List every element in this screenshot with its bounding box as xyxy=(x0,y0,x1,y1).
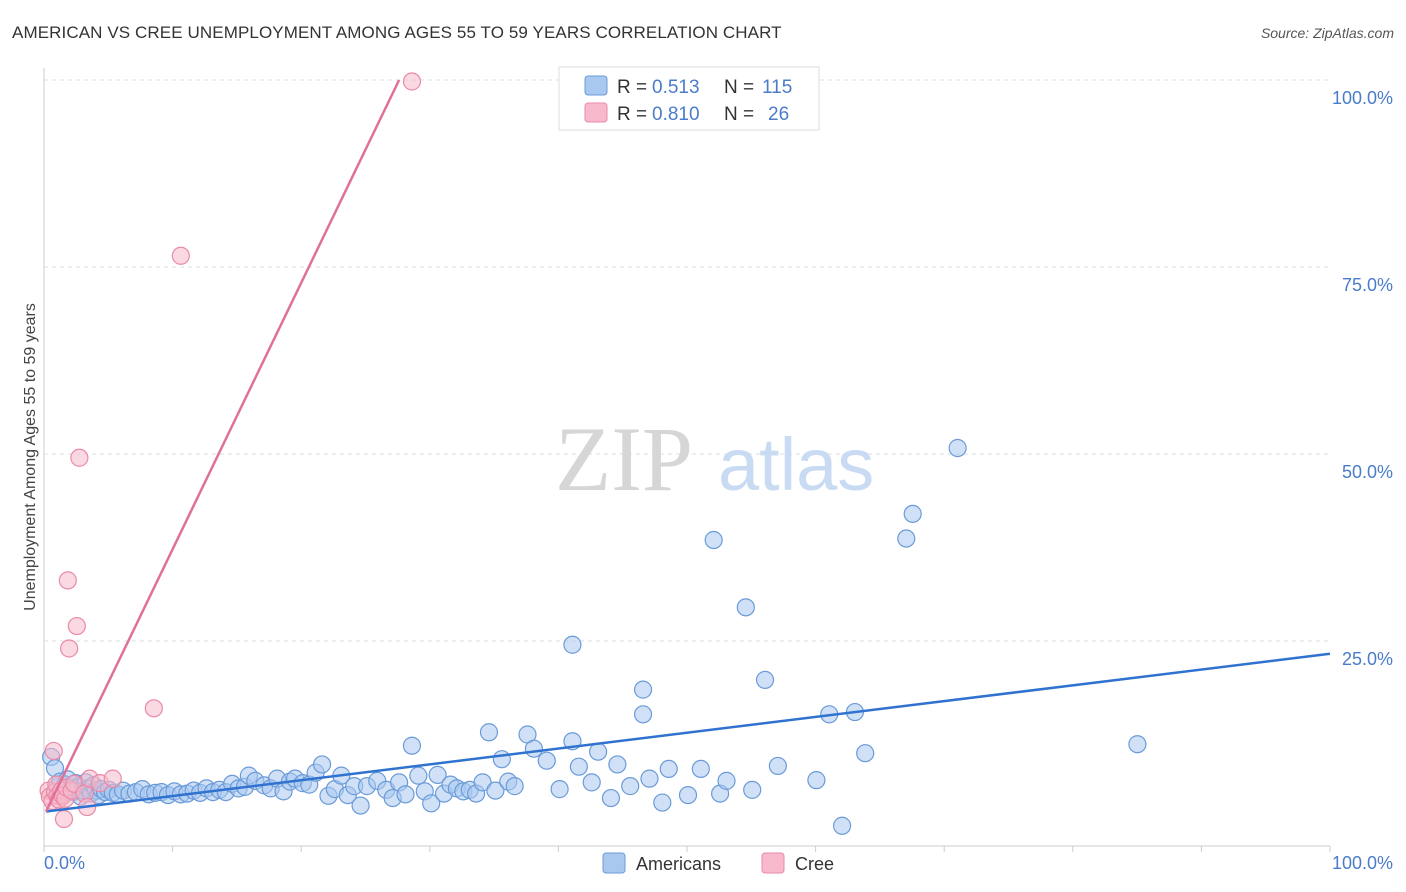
american-point xyxy=(601,788,621,808)
american-point xyxy=(832,816,852,835)
cree-series-label: Cree xyxy=(795,854,834,874)
american-point xyxy=(582,773,601,792)
y-axis-tick-labels: 25.0% 50.0% 75.0% 100.0% xyxy=(1332,88,1393,669)
cree-point xyxy=(60,639,79,658)
american-point xyxy=(897,529,916,548)
american-point xyxy=(569,757,588,776)
american-point xyxy=(1128,735,1147,754)
y-tick-label: 25.0% xyxy=(1342,649,1393,669)
american-point xyxy=(550,780,569,799)
american-point xyxy=(428,765,447,784)
american-point xyxy=(704,530,723,550)
american-point xyxy=(743,780,762,799)
american-point xyxy=(312,755,332,774)
americans-trendline xyxy=(45,652,1331,813)
american-point xyxy=(422,794,441,813)
american-point xyxy=(351,796,370,815)
x-tick-label-max: 100.0% xyxy=(1332,853,1393,873)
stats-legend: R = 0.513 N = 115 R = 0.810 N = 26 xyxy=(558,66,820,131)
cree-point xyxy=(144,699,163,718)
american-point xyxy=(621,777,640,796)
cree-points xyxy=(39,72,422,829)
x-axis-ticks xyxy=(43,846,1331,852)
american-point xyxy=(736,598,755,617)
american-point xyxy=(563,635,582,654)
cree-point xyxy=(402,72,422,91)
americans-series-label: Americans xyxy=(636,854,721,874)
cree-point xyxy=(44,741,63,761)
y-axis-label: Unemployment Among Ages 55 to 59 years xyxy=(22,303,39,611)
american-point xyxy=(717,771,736,790)
cree-point xyxy=(103,769,122,788)
american-point xyxy=(807,771,826,790)
american-point xyxy=(524,739,544,758)
american-point xyxy=(768,756,787,776)
watermark-atlas: atlas xyxy=(718,423,874,506)
american-point xyxy=(396,785,415,804)
american-point xyxy=(678,785,698,805)
american-point xyxy=(473,773,492,792)
cree-r-label: R = xyxy=(617,104,647,125)
cree-n-label: N = xyxy=(724,104,754,125)
american-point xyxy=(633,705,653,724)
cree-point xyxy=(54,809,74,829)
x-tick-label-min: 0.0% xyxy=(44,853,85,873)
cree-legend-swatch xyxy=(584,102,608,123)
american-point xyxy=(691,759,710,779)
american-point xyxy=(537,751,556,770)
american-point xyxy=(659,759,678,779)
cree-point xyxy=(67,616,86,636)
american-point xyxy=(505,777,524,796)
y-tick-label: 50.0% xyxy=(1342,462,1393,482)
americans-r-value: 0.513 xyxy=(652,77,700,98)
y-tick-label: 75.0% xyxy=(1342,275,1393,295)
source-label: Source: ZipAtlas.com xyxy=(1260,25,1394,41)
american-point xyxy=(589,742,608,761)
grid-lines xyxy=(44,79,1330,642)
cree-point xyxy=(171,246,190,265)
american-point xyxy=(409,766,428,785)
series-legend: Americans Cree xyxy=(602,852,834,874)
cree-n-value: 26 xyxy=(768,104,789,125)
american-point xyxy=(948,438,967,458)
y-tick-label: 100.0% xyxy=(1332,88,1393,108)
american-point xyxy=(856,744,875,763)
americans-series-swatch xyxy=(602,852,626,874)
american-point xyxy=(492,750,511,769)
cree-point xyxy=(70,448,89,467)
american-point xyxy=(486,781,505,800)
americans-n-label: N = xyxy=(724,77,754,98)
american-point xyxy=(479,723,499,742)
cree-series-swatch xyxy=(761,852,785,874)
american-point xyxy=(640,769,659,788)
american-point xyxy=(633,680,653,699)
americans-legend-swatch xyxy=(584,75,608,96)
american-point xyxy=(608,755,627,774)
watermark-zip: ZIP xyxy=(555,408,693,510)
cree-point xyxy=(58,571,77,590)
cree-r-value: 0.810 xyxy=(652,104,700,125)
american-point xyxy=(755,670,775,689)
chart-title: AMERICAN VS CREE UNEMPLOYMENT AMONG AGES… xyxy=(12,23,782,42)
american-point xyxy=(402,736,422,755)
americans-r-label: R = xyxy=(617,77,647,98)
cree-trendline xyxy=(44,79,401,813)
american-point xyxy=(903,504,922,523)
american-point xyxy=(653,793,672,812)
americans-n-value: 115 xyxy=(762,77,792,98)
